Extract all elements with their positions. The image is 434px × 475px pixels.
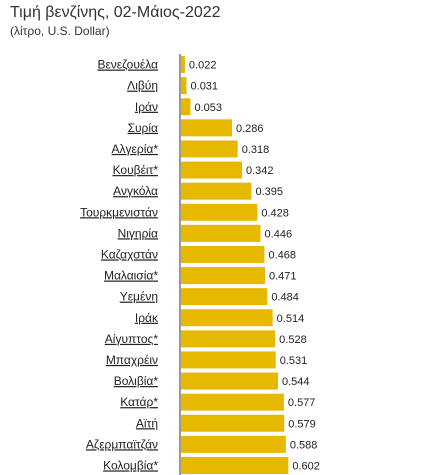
category-label: Ιράκ bbox=[135, 311, 159, 325]
category-label: Κατάρ* bbox=[120, 395, 158, 409]
bar bbox=[181, 351, 276, 369]
value-label: 0.428 bbox=[261, 207, 289, 219]
category-label: Αϊτή bbox=[136, 416, 158, 430]
value-label: 0.022 bbox=[189, 60, 217, 72]
category-label: Μαλαισία* bbox=[104, 269, 158, 283]
category-label: Κουβέιτ* bbox=[113, 163, 159, 177]
chart-title: Τιμή βενζίνης, 02-Μάιος-2022 bbox=[10, 4, 221, 21]
bar bbox=[181, 393, 284, 411]
bar bbox=[181, 245, 265, 263]
bar bbox=[181, 182, 252, 200]
value-label: 0.577 bbox=[288, 397, 316, 409]
bar bbox=[181, 56, 185, 74]
category-label: Λιβύη bbox=[127, 79, 158, 93]
value-label: 0.579 bbox=[288, 418, 316, 430]
category-label: Συρία bbox=[128, 121, 158, 135]
category-label: Βενεζουέλα bbox=[97, 58, 158, 72]
value-label: 0.286 bbox=[236, 123, 264, 135]
bar bbox=[181, 77, 187, 95]
category-label: Κολομβία* bbox=[103, 458, 158, 472]
bar bbox=[181, 330, 276, 348]
category-label: Αλγερία* bbox=[112, 142, 159, 156]
category-label: Βολιβία* bbox=[114, 374, 159, 388]
value-label: 0.528 bbox=[279, 334, 307, 346]
category-label: Ιράν bbox=[135, 100, 158, 114]
bar bbox=[181, 161, 242, 179]
bar bbox=[181, 119, 233, 137]
bar bbox=[181, 224, 261, 242]
bar bbox=[181, 98, 191, 116]
value-label: 0.318 bbox=[242, 144, 270, 156]
category-label: Ανγκόλα bbox=[113, 184, 158, 198]
category-label: Τουρκμενιστάν bbox=[80, 205, 158, 219]
bar bbox=[181, 414, 285, 432]
chart-subtitle: (λίτρο, U.S. Dollar) bbox=[10, 24, 110, 38]
value-label: 0.446 bbox=[265, 228, 293, 240]
bar bbox=[181, 435, 286, 453]
bar bbox=[181, 140, 238, 158]
bar bbox=[181, 288, 268, 306]
value-label: 0.514 bbox=[277, 313, 305, 325]
category-label: Νιγηρία bbox=[118, 226, 158, 240]
bar bbox=[181, 456, 289, 474]
bar bbox=[181, 309, 273, 327]
category-label: Αίγυπτος* bbox=[105, 332, 159, 346]
bar bbox=[181, 267, 265, 285]
value-label: 0.342 bbox=[246, 165, 274, 177]
value-label: 0.484 bbox=[271, 292, 299, 304]
bar bbox=[181, 203, 258, 221]
value-label: 0.031 bbox=[191, 81, 219, 93]
category-label: Υεμένη bbox=[120, 290, 158, 304]
value-label: 0.053 bbox=[194, 102, 222, 114]
bar bbox=[181, 372, 279, 390]
value-label: 0.395 bbox=[255, 186, 283, 198]
value-label: 0.471 bbox=[269, 271, 297, 283]
category-label: Μπαχρέιν bbox=[106, 353, 158, 367]
value-label: 0.588 bbox=[290, 439, 318, 451]
category-label: Αζερμπαϊτζάν bbox=[86, 437, 158, 451]
value-label: 0.544 bbox=[282, 376, 310, 388]
value-label: 0.531 bbox=[280, 355, 308, 367]
value-label: 0.468 bbox=[268, 249, 296, 261]
category-label: Καζαχστάν bbox=[101, 247, 158, 261]
value-label: 0.602 bbox=[292, 460, 320, 472]
